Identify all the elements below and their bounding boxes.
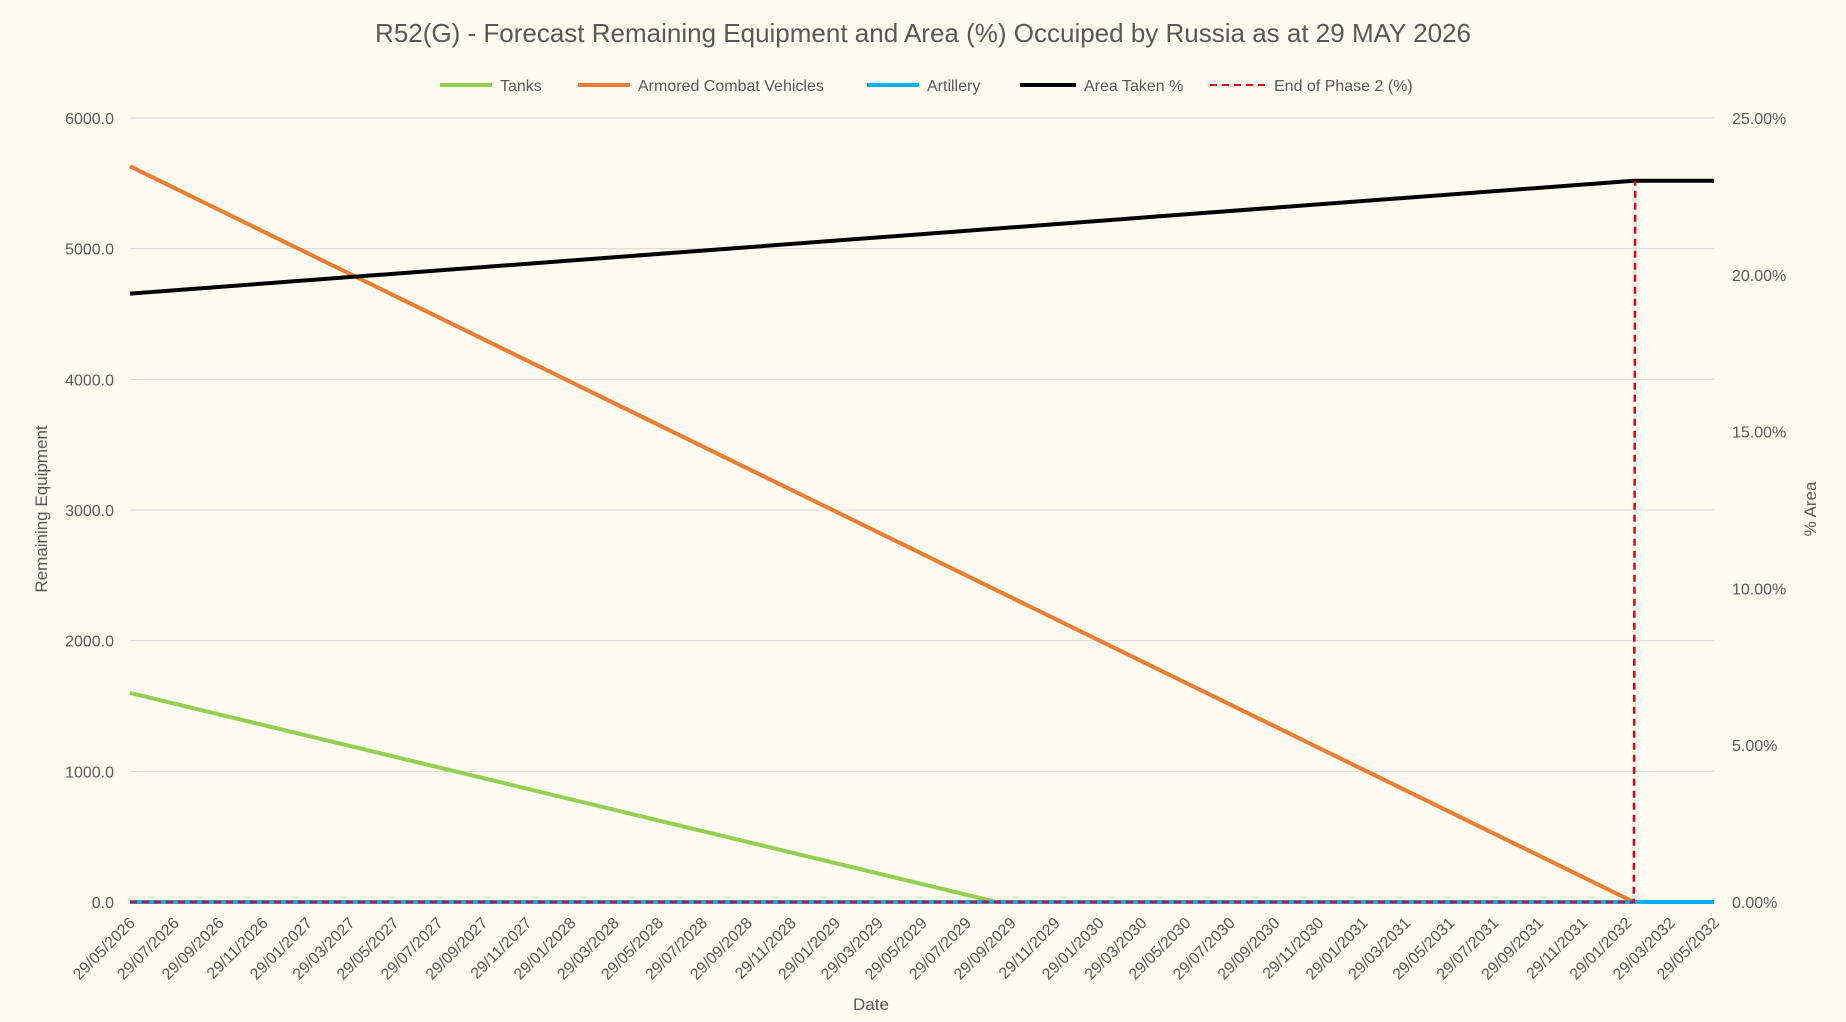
y2-tick-label: 25.00% [1732, 111, 1786, 128]
x-axis: 29/05/202629/07/202629/09/202629/11/2026… [70, 915, 1723, 984]
y-axis-right: 0.00% 5.00% 10.00% 15.00% 20.00% 25.00% [1732, 111, 1786, 912]
legend-label: Armored Combat Vehicles [638, 78, 824, 95]
legend: Tanks Armored Combat Vehicles Artillery Are… [440, 78, 1413, 95]
y-tick-label: 5000.0 [65, 242, 114, 259]
y2-tick-label: 15.00% [1732, 425, 1786, 442]
y-tick-label: 3000.0 [65, 503, 114, 520]
y-tick-label: 1000.0 [65, 764, 114, 781]
y-tick-label: 2000.0 [65, 634, 114, 651]
legend-label: Artillery [927, 78, 980, 95]
y2-tick-label: 0.00% [1732, 895, 1777, 912]
chart-title: R52(G) - Forecast Remaining Equipment an… [375, 18, 1471, 48]
y-tick-label: 0.0 [92, 895, 114, 912]
y-tick-label: 6000.0 [65, 111, 114, 128]
series-lines [129, 164, 1714, 904]
y2-axis-title: % Area [1801, 481, 1820, 536]
y-axis-left: 0.0 1000.0 2000.0 3000.0 4000.0 5000.0 6000.0 [65, 111, 114, 912]
legend-label: Tanks [500, 78, 542, 95]
x-axis-title: Date [853, 995, 889, 1014]
y2-tick-label: 5.00% [1732, 738, 1777, 755]
series-line-3 [129, 178, 1714, 296]
legend-label: Area Taken % [1084, 78, 1183, 95]
y2-tick-label: 10.00% [1732, 581, 1786, 598]
y2-tick-label: 20.00% [1732, 268, 1786, 285]
y-tick-label: 4000.0 [65, 372, 114, 389]
legend-label: End of Phase 2 (%) [1274, 78, 1413, 95]
y-axis-title: Remaining Equipment [32, 425, 51, 593]
series-line-4 [130, 180, 1637, 904]
series-line-0 [129, 690, 1714, 904]
